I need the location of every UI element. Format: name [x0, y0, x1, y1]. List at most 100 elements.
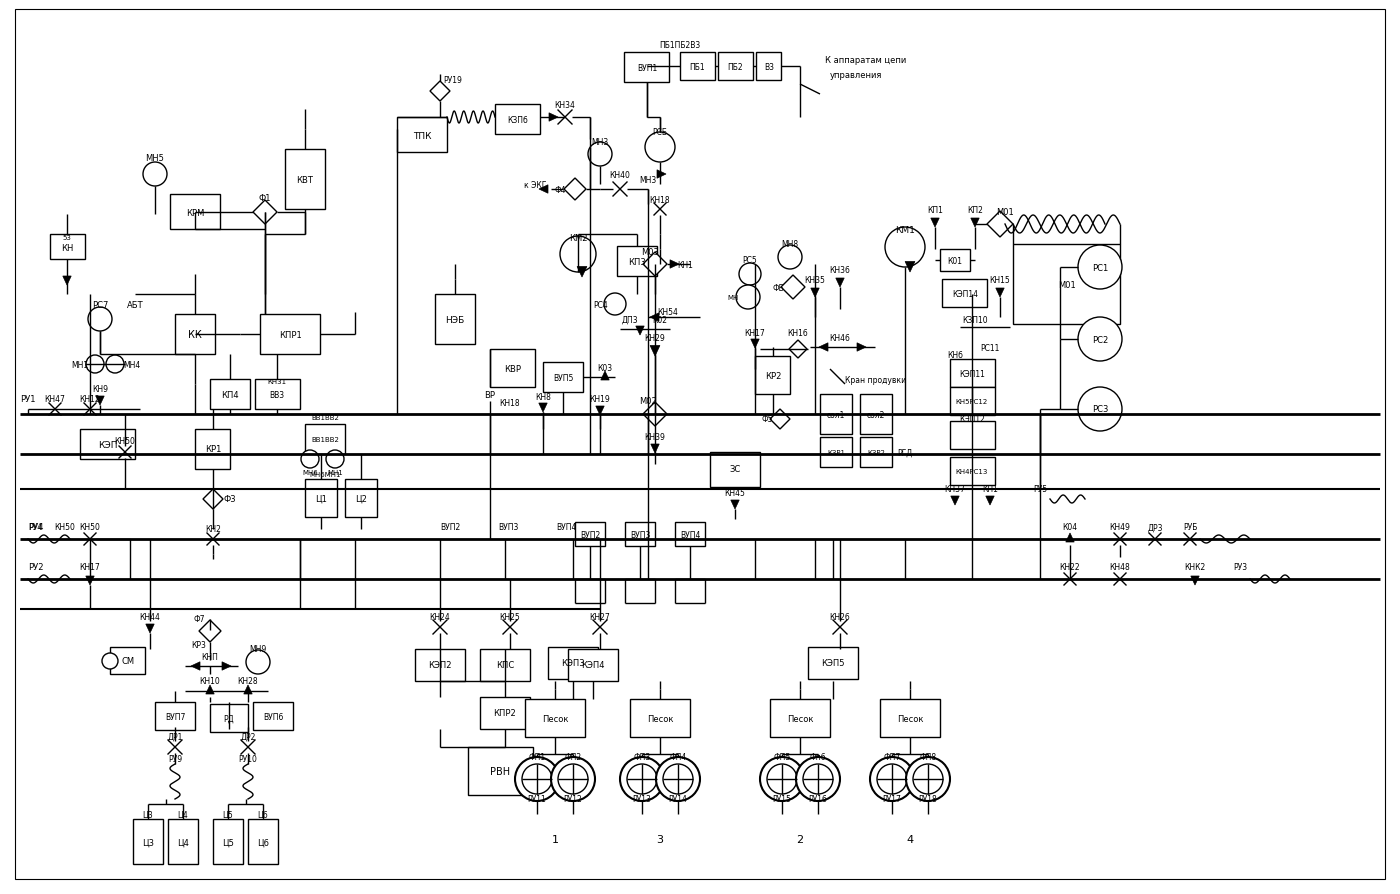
Text: Ф1: Ф1	[259, 193, 272, 202]
Text: ФП7: ФП7	[883, 753, 900, 762]
Bar	[260, 315, 321, 355]
Text: КН26: КН26	[830, 611, 850, 620]
Bar	[624, 522, 655, 546]
Text: ЗС: ЗС	[729, 465, 741, 474]
Text: ВВ3: ВВ3	[269, 390, 284, 399]
Bar	[575, 522, 605, 546]
Circle shape	[143, 163, 167, 187]
Text: КН28: КН28	[238, 677, 259, 686]
Polygon shape	[596, 407, 605, 416]
Text: КН31: КН31	[267, 378, 287, 384]
Text: РД: РД	[224, 713, 234, 722]
Text: сол1: сол1	[827, 410, 846, 419]
Text: ВУП1: ВУП1	[637, 63, 657, 72]
Polygon shape	[819, 343, 827, 352]
Text: НЭБ: НЭБ	[445, 316, 465, 325]
Text: КР2: КР2	[764, 371, 781, 380]
Circle shape	[778, 246, 802, 270]
Circle shape	[645, 133, 675, 163]
Text: Ц3: Ц3	[143, 810, 154, 819]
Circle shape	[736, 286, 760, 309]
Text: РУ17: РУ17	[882, 795, 902, 804]
Text: РУ11: РУ11	[528, 795, 546, 804]
Text: КН50: КН50	[115, 437, 136, 446]
Text: управления: управления	[830, 71, 882, 80]
Polygon shape	[986, 496, 994, 505]
Text: РУ5: РУ5	[1033, 485, 1047, 494]
Text: Фп6: Фп6	[809, 753, 826, 762]
Polygon shape	[206, 685, 214, 695]
Text: 4: 4	[906, 834, 914, 844]
Circle shape	[102, 654, 118, 670]
Polygon shape	[643, 402, 666, 426]
Text: КН47: КН47	[45, 395, 66, 404]
Text: К02: К02	[652, 316, 668, 325]
Text: РСБ: РСБ	[652, 127, 668, 137]
Text: КН44: КН44	[140, 611, 161, 620]
Bar	[210, 380, 251, 409]
Text: ДР3: ДР3	[1147, 523, 1163, 532]
Text: Песок: Песок	[787, 713, 813, 722]
Text: КН: КН	[60, 243, 73, 252]
Bar	[305, 479, 337, 518]
Bar	[860, 394, 892, 434]
Circle shape	[301, 451, 319, 468]
Text: КН29: КН29	[644, 333, 665, 342]
Text: ТПК: ТПК	[413, 131, 431, 140]
Text: КН25: КН25	[500, 611, 521, 620]
Bar	[624, 53, 669, 83]
Text: РУБ: РУБ	[1183, 523, 1197, 532]
Text: К04: К04	[1063, 523, 1078, 532]
Polygon shape	[539, 186, 547, 194]
Polygon shape	[970, 219, 979, 228]
Text: МН8: МН8	[781, 240, 798, 249]
Text: КП2: КП2	[967, 206, 983, 215]
Text: ВУП4: ВУП4	[556, 523, 577, 532]
Text: КН1: КН1	[678, 260, 693, 269]
Circle shape	[560, 237, 596, 273]
Text: КН45: КН45	[725, 488, 745, 497]
Text: Песок: Песок	[542, 713, 568, 722]
Text: М02: М02	[640, 397, 657, 406]
Text: КН2: КН2	[204, 525, 221, 534]
Text: МН6: МН6	[302, 469, 318, 476]
Polygon shape	[1191, 577, 1200, 586]
Text: КН27: КН27	[589, 611, 610, 620]
Bar	[808, 647, 858, 679]
Text: Ц5: Ц5	[223, 810, 234, 819]
Text: МН3: МН3	[640, 175, 657, 184]
Text: МН: МН	[728, 295, 739, 300]
Text: РУ12: РУ12	[564, 795, 582, 804]
Text: РС3: РС3	[1092, 405, 1109, 414]
Text: КН15: КН15	[990, 275, 1011, 284]
Text: КН37: КН37	[945, 485, 966, 494]
Text: КВР: КВР	[504, 364, 521, 373]
Text: КН5РС12: КН5РС12	[956, 399, 988, 405]
Text: РС1: РС1	[1092, 263, 1109, 272]
Text: КЭП: КЭП	[98, 440, 118, 449]
Text: ВУП4: ВУП4	[680, 530, 700, 539]
Text: КП3: КП3	[629, 257, 645, 266]
Text: сол2: сол2	[867, 410, 885, 419]
Polygon shape	[671, 260, 679, 269]
Text: ДР1: ДР1	[168, 731, 182, 740]
Text: ФП4: ФП4	[669, 753, 686, 762]
Text: РУ18: РУ18	[918, 795, 938, 804]
Text: КН39: КН39	[644, 432, 665, 441]
Polygon shape	[636, 326, 644, 335]
Text: РВН: РВН	[490, 766, 510, 776]
Text: Ц4: Ц4	[176, 838, 189, 847]
Polygon shape	[146, 624, 154, 633]
Text: МН1: МН1	[71, 360, 88, 369]
Bar	[770, 699, 830, 738]
Bar	[175, 315, 216, 355]
Text: Ц3: Ц3	[141, 838, 154, 847]
Text: КН34: КН34	[554, 100, 575, 109]
Text: К03: К03	[598, 363, 613, 372]
Bar	[680, 53, 715, 81]
Text: Ц5: Ц5	[223, 838, 234, 847]
Circle shape	[1078, 246, 1121, 290]
Text: ФП1: ФП1	[528, 753, 546, 762]
Text: ФП8: ФП8	[920, 753, 937, 762]
Bar	[881, 699, 939, 738]
